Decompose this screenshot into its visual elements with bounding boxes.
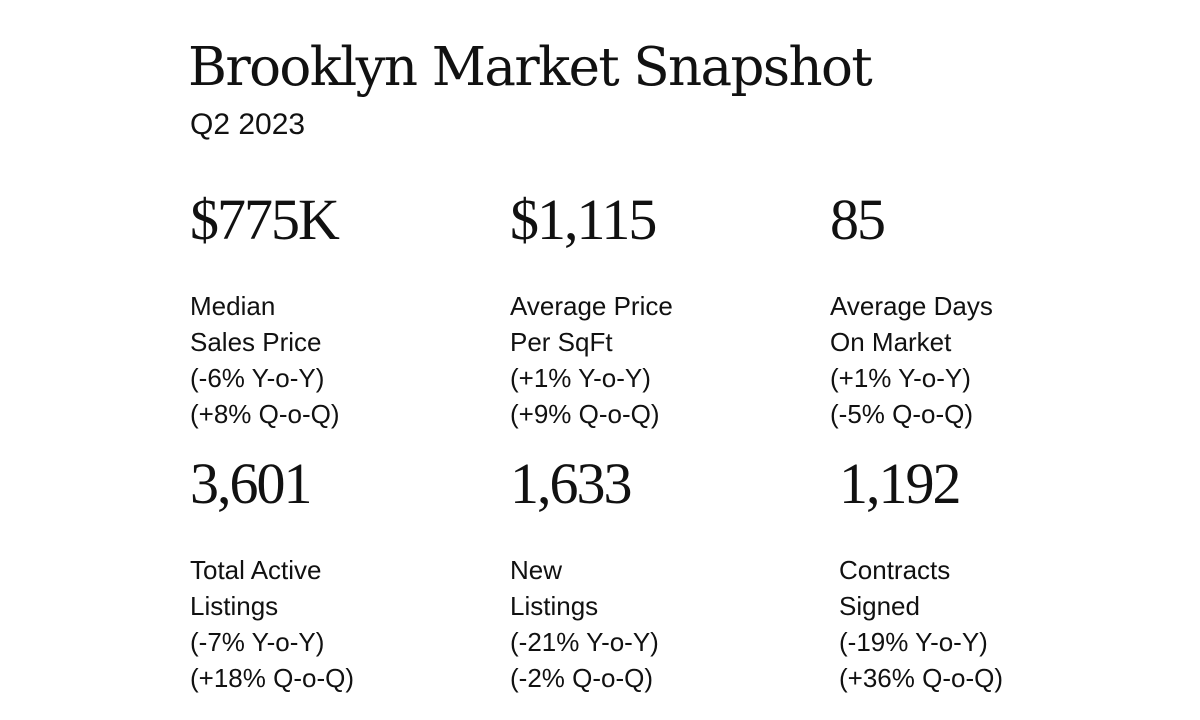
metric-label-line: Listings — [190, 591, 279, 621]
metric-label: Average Price Per SqFt (+1% Y-o-Y) (+9% … — [510, 288, 830, 432]
metric-qoq-change: (+8% Q-o-Q) — [190, 399, 340, 429]
metric-label-line: Median — [190, 291, 276, 321]
metric-label-line: Average Days — [830, 291, 993, 321]
metric-label-line: Average Price — [510, 291, 673, 321]
metric-yoy-change: (-7% Y-o-Y) — [190, 627, 325, 657]
metric-yoy-change: (-21% Y-o-Y) — [510, 627, 659, 657]
metric-value: 85 — [830, 187, 886, 252]
metric-label: Average Days On Market (+1% Y-o-Y) (-5% … — [830, 288, 1150, 432]
metric-qoq-change: (-5% Q-o-Q) — [830, 399, 973, 429]
metric-yoy-change: (+1% Y-o-Y) — [830, 363, 971, 393]
metric-average-price-per-sqft: $1,115 Average Price Per SqFt (+1% Y-o-Y… — [510, 188, 830, 432]
metric-label: Contracts Signed (-19% Y-o-Y) (+36% Q-o-… — [839, 552, 1159, 696]
metric-qoq-change: (-2% Q-o-Q) — [510, 663, 653, 693]
metric-yoy-change: (-19% Y-o-Y) — [839, 627, 988, 657]
metric-label-line: Total Active — [190, 555, 322, 585]
metric-yoy-change: (+1% Y-o-Y) — [510, 363, 651, 393]
page-subtitle: Q2 2023 — [190, 108, 306, 141]
metric-median-sales-price: $775K Median Sales Price (-6% Y-o-Y) (+8… — [190, 188, 510, 432]
metric-average-days-on-market: 85 Average Days On Market (+1% Y-o-Y) (-… — [830, 188, 1150, 432]
metric-total-active-listings: 3,601 Total Active Listings (-7% Y-o-Y) … — [190, 452, 510, 696]
metric-label: Total Active Listings (-7% Y-o-Y) (+18% … — [190, 552, 510, 696]
metric-qoq-change: (+36% Q-o-Q) — [839, 663, 1003, 693]
metric-label: Median Sales Price (-6% Y-o-Y) (+8% Q-o-… — [190, 288, 510, 432]
metric-new-listings: 1,633 New Listings (-21% Y-o-Y) (-2% Q-o… — [510, 452, 830, 696]
metric-yoy-change: (-6% Y-o-Y) — [190, 363, 325, 393]
metric-value: 3,601 — [190, 451, 313, 516]
metric-label-line: Listings — [510, 591, 599, 621]
metric-label-line: Contracts — [839, 555, 951, 585]
metric-qoq-change: (+9% Q-o-Q) — [510, 399, 660, 429]
metric-label-line: Signed — [839, 591, 920, 621]
metric-value: $775K — [190, 187, 340, 252]
metric-label-line: New — [510, 555, 563, 585]
metric-contracts-signed: 1,192 Contracts Signed (-19% Y-o-Y) (+36… — [839, 452, 1159, 696]
metric-qoq-change: (+18% Q-o-Q) — [190, 663, 354, 693]
metric-value: $1,115 — [510, 187, 657, 252]
metric-label-line: Per SqFt — [510, 327, 613, 357]
metric-label-line: On Market — [830, 327, 952, 357]
metric-value: 1,633 — [510, 451, 633, 516]
metric-label-line: Sales Price — [190, 327, 322, 357]
metric-value: 1,192 — [839, 451, 962, 516]
page-title: Brooklyn Market Snapshot — [188, 37, 873, 98]
metric-label: New Listings (-21% Y-o-Y) (-2% Q-o-Q) — [510, 552, 830, 696]
